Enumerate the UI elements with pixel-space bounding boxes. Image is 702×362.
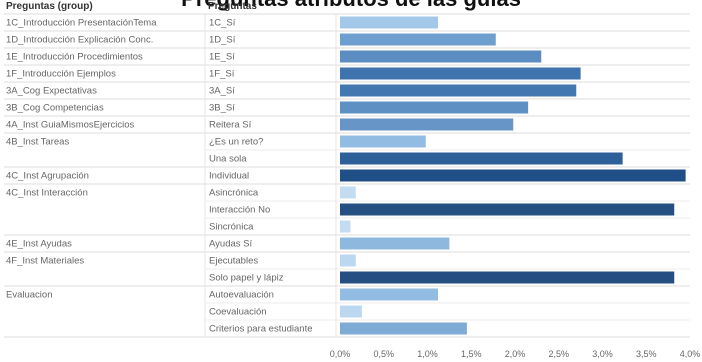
bar [340, 118, 514, 131]
bar [340, 322, 467, 335]
question-label: Criterios para estudiante [209, 324, 313, 335]
bar [340, 220, 351, 233]
group-label: 4C_Inst Agrupación [6, 171, 89, 182]
bar [340, 33, 496, 46]
x-tick-label: 1,0% [417, 349, 438, 359]
group-label: 3A_Cog Expectativas [6, 86, 97, 97]
group-label: 3B_Cog Competencias [6, 103, 104, 114]
group-label: 4A_Inst GuiaMismosEjercicios [6, 120, 135, 131]
group-column-header: Preguntas (group) [6, 1, 93, 12]
group-label: 4E_Inst Ayudas [6, 239, 72, 250]
bar [340, 169, 686, 182]
question-label: ¿Es un reto? [209, 137, 263, 148]
x-tick-label: 0,0% [330, 349, 351, 359]
question-label: Ejecutables [209, 256, 258, 267]
group-label: 4B_Inst Tareas [6, 137, 69, 148]
question-label: 3A_Sí [209, 86, 235, 97]
question-label: Interacción No [209, 205, 270, 216]
x-tick-label: 2,5% [548, 349, 569, 359]
group-label: 4C_Inst Interacción [6, 188, 88, 199]
question-label: Asincrónica [209, 188, 259, 199]
bar [340, 50, 542, 63]
x-tick-label: 0,5% [373, 349, 394, 359]
bar [340, 305, 362, 318]
bar [340, 67, 581, 80]
x-tick-label: 3,5% [636, 349, 657, 359]
group-label: Evaluacion [6, 290, 52, 301]
bar [340, 271, 675, 284]
question-label: Solo papel y lápiz [209, 273, 284, 284]
bar [340, 101, 529, 114]
bar [340, 84, 577, 97]
bar [340, 254, 356, 267]
bar [340, 186, 356, 199]
bar [340, 152, 623, 165]
question-label: Individual [209, 171, 249, 182]
bar [340, 203, 675, 216]
bar [340, 288, 438, 301]
question-label: 1C_Sí [209, 18, 236, 29]
question-label: Ayudas Sí [209, 239, 252, 250]
bar [340, 237, 450, 250]
group-label: 1C_Introducción PresentaciónTema [6, 18, 157, 29]
question-column-header: Preguntas [208, 1, 257, 12]
question-label: 3B_Sí [209, 103, 235, 114]
question-label: Una sola [209, 154, 247, 165]
group-label: 1E_Introducción Procedimientos [6, 52, 143, 63]
group-label: 1D_Introducción Explicación Conc. [6, 35, 153, 46]
x-tick-label: 1,5% [461, 349, 482, 359]
x-tick-label: 2,0% [505, 349, 526, 359]
bar [340, 16, 438, 29]
question-label: 1E_Sí [209, 52, 235, 63]
question-label: Coevaluación [209, 307, 267, 318]
question-label: Reitera Sí [209, 120, 252, 131]
question-label: 1D_Sí [209, 35, 236, 46]
group-label: 1F_Introducción Ejemplos [6, 69, 116, 80]
question-label: 1F_Sí [209, 69, 235, 80]
question-label: Sincrónica [209, 222, 254, 233]
question-label: Autoevaluación [209, 290, 274, 301]
x-tick-label: 3,0% [592, 349, 613, 359]
chart-title: Preguntas atributos de las guías [0, 0, 702, 12]
bar [340, 135, 426, 148]
group-label: 4F_Inst Materiales [6, 256, 84, 267]
x-tick-label: 4,0% [680, 349, 701, 359]
